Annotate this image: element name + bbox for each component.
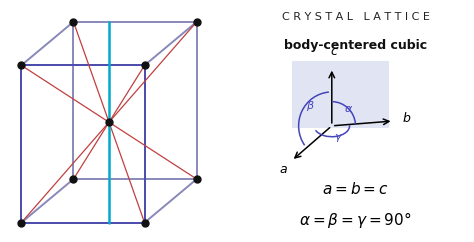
Text: $\alpha$: $\alpha$ [344, 104, 353, 114]
Text: $\beta$: $\beta$ [306, 99, 315, 113]
Text: a: a [279, 163, 287, 176]
Text: $\alpha = \beta = \gamma = 90°$: $\alpha = \beta = \gamma = 90°$ [299, 210, 412, 230]
Text: C R Y S T A L   L A T T I C E: C R Y S T A L L A T T I C E [282, 12, 429, 22]
Text: c: c [331, 45, 337, 58]
Polygon shape [292, 60, 389, 128]
Text: b: b [403, 112, 411, 125]
Text: $\gamma$: $\gamma$ [334, 132, 344, 144]
Text: $a = b = c$: $a = b = c$ [322, 181, 389, 197]
Text: body-centered cubic: body-centered cubic [284, 39, 427, 52]
